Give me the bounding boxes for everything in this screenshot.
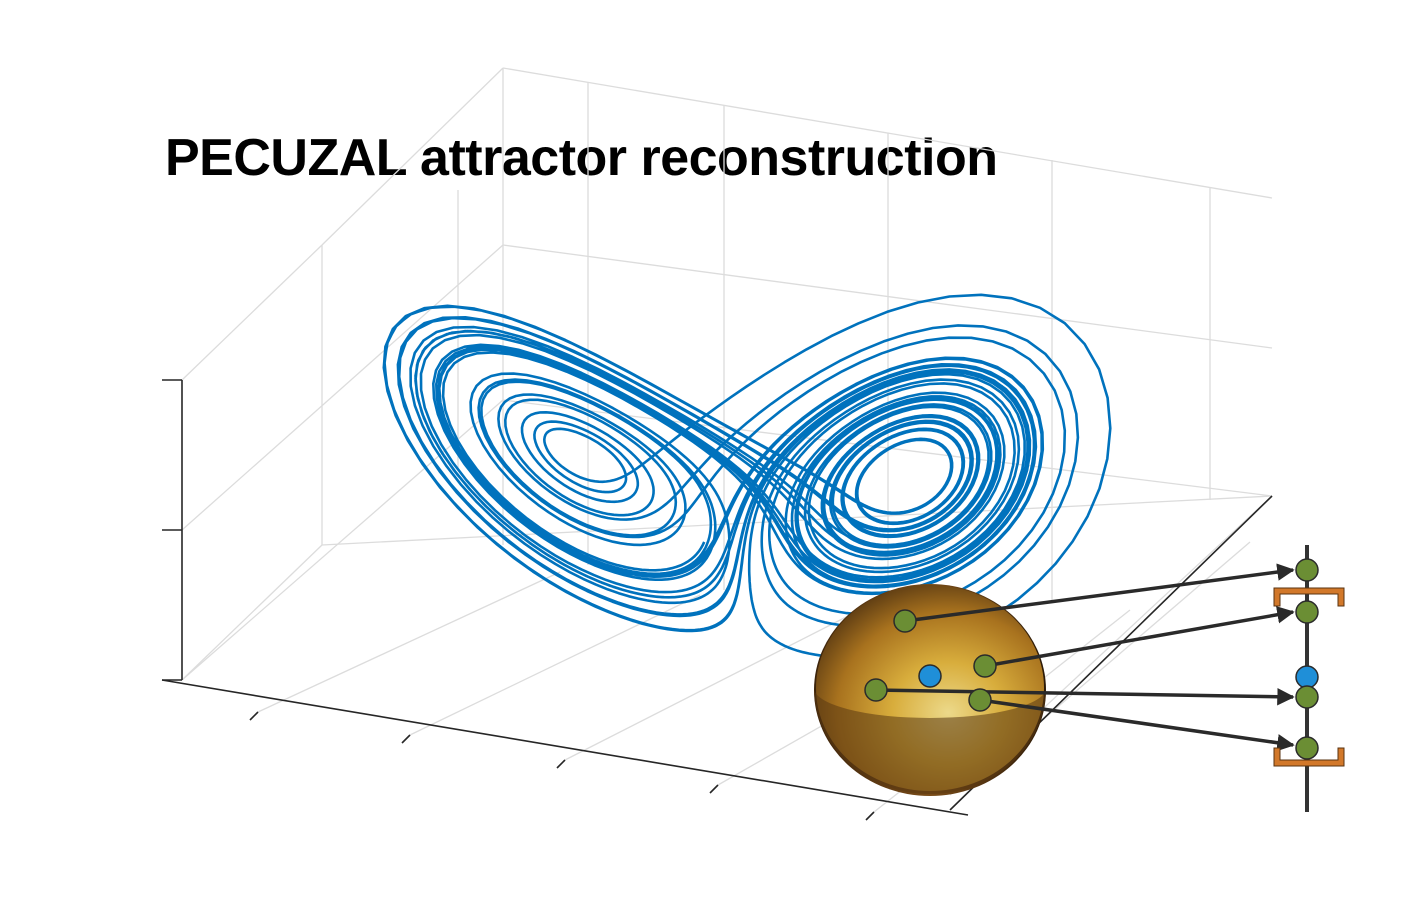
projection-arrows xyxy=(875,563,1295,752)
neighbor-point xyxy=(968,688,992,712)
time-point xyxy=(1295,685,1319,709)
time-point xyxy=(1295,558,1319,582)
bracket-bottom xyxy=(1273,747,1345,767)
trajectory-line xyxy=(382,293,1112,659)
arrow-4 xyxy=(979,698,1295,752)
reference-point xyxy=(918,664,942,688)
neighbor-point xyxy=(864,678,888,702)
neighbor-point xyxy=(973,654,997,678)
bracket-top xyxy=(1273,587,1345,607)
neighbor-point xyxy=(893,609,917,633)
figure-title: PECUZAL attractor reconstruction xyxy=(165,129,998,187)
time-point xyxy=(1295,600,1319,624)
attractor-trajectory xyxy=(382,293,1112,659)
time-series-axis-icon xyxy=(1273,545,1345,812)
reference-time-point xyxy=(1295,665,1319,689)
arrow-3 xyxy=(875,687,1295,706)
arrow-1 xyxy=(904,563,1295,623)
axes-lines xyxy=(161,379,1273,821)
arrow-2 xyxy=(984,606,1295,668)
neighborhood-ball-icon xyxy=(814,584,1046,796)
time-point xyxy=(1295,736,1319,760)
